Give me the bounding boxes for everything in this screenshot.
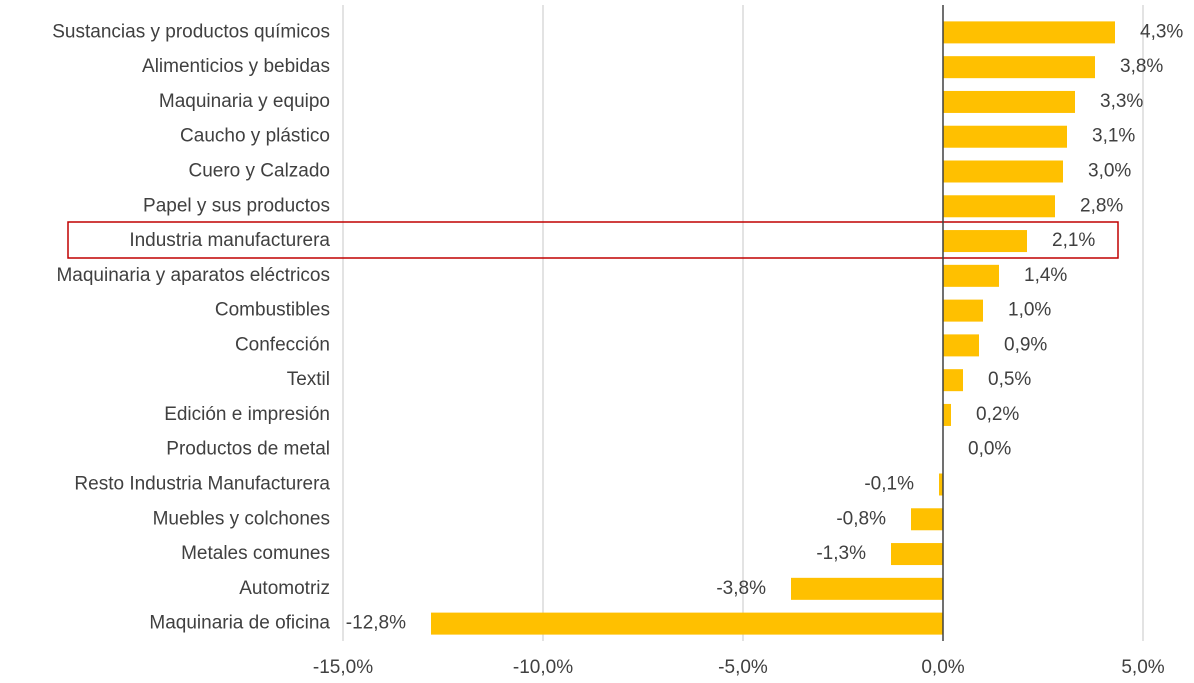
category-label: Metales comunes xyxy=(181,543,330,564)
category-label: Textil xyxy=(287,369,330,390)
category-label: Cuero y Calzado xyxy=(188,161,330,182)
category-label: Maquinaria y equipo xyxy=(159,91,330,112)
bar xyxy=(943,230,1027,253)
x-tick-label: 5,0% xyxy=(1121,657,1164,678)
category-label: Maquinaria y aparatos eléctricos xyxy=(56,265,330,286)
category-label: Automotriz xyxy=(239,578,330,599)
bar xyxy=(431,612,943,635)
bar xyxy=(943,125,1067,148)
category-label: Sustancias y productos químicos xyxy=(52,21,330,42)
value-label: 0,0% xyxy=(968,439,1011,460)
bar xyxy=(943,299,983,322)
bar xyxy=(891,543,943,566)
bar xyxy=(911,508,943,531)
x-tick-label: -15,0% xyxy=(313,657,373,678)
bar xyxy=(943,56,1095,79)
bar xyxy=(939,473,943,496)
value-label: 3,8% xyxy=(1120,56,1163,77)
value-label: -3,8% xyxy=(716,578,766,599)
value-label: 3,0% xyxy=(1088,161,1131,182)
category-label: Industria manufacturera xyxy=(129,230,330,251)
value-label: -0,1% xyxy=(864,474,914,495)
category-label: Combustibles xyxy=(215,300,330,321)
value-label: -12,8% xyxy=(346,613,406,634)
bar xyxy=(943,403,951,426)
value-label: 0,5% xyxy=(988,369,1031,390)
category-label: Caucho y plástico xyxy=(180,126,330,147)
bar xyxy=(943,21,1115,44)
value-label: 0,2% xyxy=(976,404,1019,425)
category-label: Edición e impresión xyxy=(164,404,330,425)
value-label: -1,3% xyxy=(816,543,866,564)
bar xyxy=(791,577,943,600)
value-label: 4,3% xyxy=(1140,21,1183,42)
bar xyxy=(943,369,963,392)
x-tick-label: -10,0% xyxy=(513,657,573,678)
value-label: 2,8% xyxy=(1080,195,1123,216)
x-tick-label: -5,0% xyxy=(718,657,768,678)
category-label: Papel y sus productos xyxy=(143,195,330,216)
bar xyxy=(943,195,1055,218)
category-label: Alimenticios y bebidas xyxy=(142,56,330,77)
value-label: 1,4% xyxy=(1024,265,1067,286)
bar xyxy=(943,264,999,287)
value-label: 1,0% xyxy=(1008,300,1051,321)
bar xyxy=(943,334,979,357)
category-label: Maquinaria de oficina xyxy=(149,613,330,634)
value-label: 2,1% xyxy=(1052,230,1095,251)
bar xyxy=(943,90,1075,113)
highlight-box xyxy=(67,221,1119,259)
category-label: Resto Industria Manufacturera xyxy=(74,474,330,495)
x-tick-label: 0,0% xyxy=(921,657,964,678)
bar xyxy=(943,160,1063,183)
value-label: -0,8% xyxy=(836,508,886,529)
category-label: Productos de metal xyxy=(166,439,330,460)
category-label: Confección xyxy=(235,334,330,355)
value-label: 3,1% xyxy=(1092,126,1135,147)
value-label: 0,9% xyxy=(1004,334,1047,355)
category-label: Muebles y colchones xyxy=(153,508,330,529)
value-label: 3,3% xyxy=(1100,91,1143,112)
